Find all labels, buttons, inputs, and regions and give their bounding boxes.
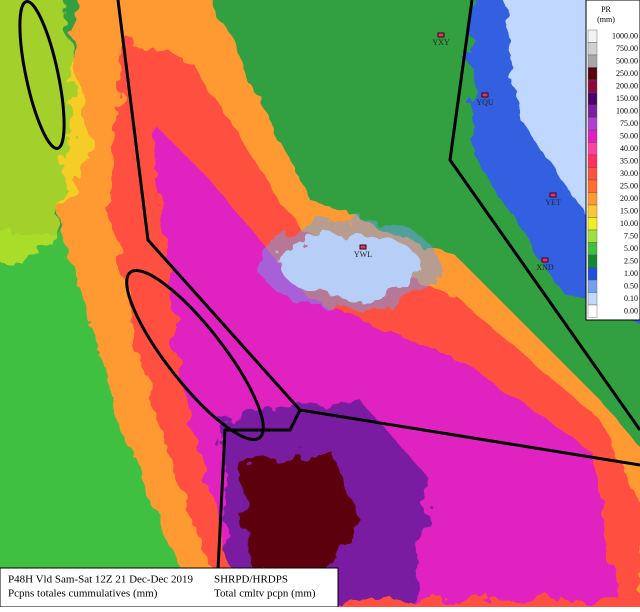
legend-label: 500.00 (616, 56, 638, 65)
legend-label: 0.00 (624, 306, 638, 315)
legend-label: 25.00 (620, 181, 638, 190)
footer: P48H Vld Sam-Sat 12Z 21 Dec-Dec 2019 Pcpn… (0, 567, 339, 608)
station-marker (359, 244, 367, 250)
legend-label: 100.00 (616, 106, 638, 115)
legend-swatch (587, 79, 598, 93)
station-label: XND (536, 263, 554, 272)
legend-label: 15.00 (620, 206, 638, 215)
legend-swatch (587, 179, 598, 193)
legend-swatch (587, 142, 598, 156)
stations: YXY YQU YET YWL XND (354, 32, 561, 272)
legend-swatch (587, 67, 598, 81)
legend-swatch (587, 29, 598, 43)
legend-label: 50.00 (620, 131, 638, 140)
legend-swatch (587, 42, 598, 56)
legend-label: 5.00 (624, 244, 638, 253)
station-marker (437, 32, 445, 38)
station-label: YQU (476, 98, 494, 107)
legend-label: 0.50 (624, 281, 638, 290)
legend-swatch (587, 292, 598, 306)
legend-label: 1000.00 (612, 31, 638, 40)
region-boundaries (18, 0, 640, 571)
legend-unit: (mm) (597, 15, 615, 24)
legend-swatch (587, 129, 598, 143)
legend-label: 2.50 (624, 256, 638, 265)
legend-label: 10.00 (620, 219, 638, 228)
legend-swatch (587, 192, 598, 206)
legend-label: 200.00 (616, 81, 638, 90)
legend-swatch (587, 92, 598, 106)
legend-swatch (587, 204, 598, 218)
footer-box (0, 567, 339, 608)
legend-swatch (587, 229, 598, 243)
legend-swatch (587, 154, 598, 168)
station-marker (549, 192, 557, 198)
footer-right-text: Total cmltv pcpn (mm) (214, 588, 316, 600)
footer-left-text: P48H Vld Sam-Sat 12Z 21 Dec-Dec 2019 (8, 574, 193, 586)
station-marker (541, 257, 549, 263)
legend-swatch (587, 167, 598, 181)
station-label: YXY (432, 38, 450, 47)
legend-swatch (587, 117, 598, 131)
legend-swatch (587, 54, 598, 68)
legend-swatch (587, 254, 598, 268)
legend: PR (mm) 1000.00 750.00 500.00 250.00 200.00 1… (585, 0, 640, 321)
legend-label: 40.00 (620, 144, 638, 153)
legend-swatch (587, 242, 598, 256)
legend-swatch (587, 304, 598, 318)
legend-label: 0.10 (624, 294, 638, 303)
legend-swatch (587, 104, 598, 118)
legend-swatch (587, 217, 598, 231)
legend-label: 30.00 (620, 169, 638, 178)
station-marker (481, 92, 489, 98)
footer-right-text: SHRPD/HRDPS (214, 574, 288, 586)
legend-label: 150.00 (616, 94, 638, 103)
legend-label: 750.00 (616, 44, 638, 53)
legend-label: 20.00 (620, 194, 638, 203)
legend-label: 7.50 (624, 231, 638, 240)
station-label: YET (545, 198, 561, 207)
station-label: YWL (354, 250, 372, 259)
legend-swatch (587, 267, 598, 281)
legend-swatch (587, 279, 598, 293)
footer-left-text: Pcpns totales cummulatives (mm) (8, 588, 158, 600)
legend-label: 35.00 (620, 156, 638, 165)
legend-label: 75.00 (620, 119, 638, 128)
legend-label: 250.00 (616, 69, 638, 78)
legend-label: 1.00 (624, 269, 638, 278)
legend-title: PR (601, 5, 611, 14)
